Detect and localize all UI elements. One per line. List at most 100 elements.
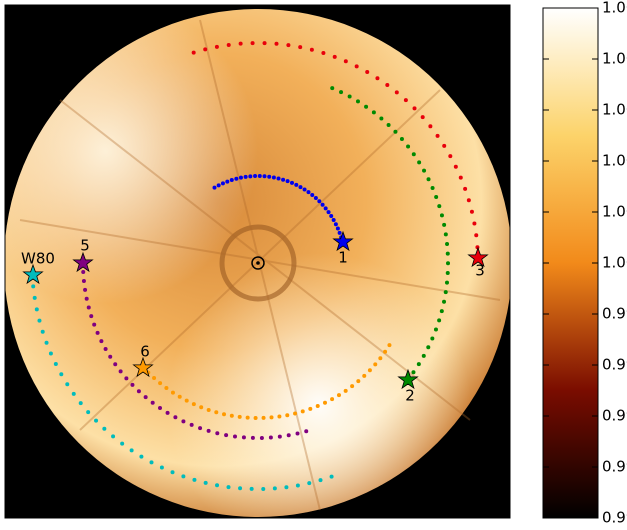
dot [129,448,134,453]
dot [191,50,196,55]
dot [232,434,237,439]
dot [143,395,148,400]
dot [445,270,450,275]
colorbar [542,7,599,519]
dot [226,42,231,47]
dot [426,177,431,182]
dot [224,433,229,438]
dot [421,353,426,358]
dot [371,110,376,115]
dot [320,202,325,207]
dot [268,435,273,440]
dot [103,347,108,352]
dot [111,434,116,439]
dot [285,413,290,418]
dot [406,144,411,149]
center-dot [256,261,260,265]
dot [463,186,468,191]
dot [120,441,125,446]
dot [315,404,320,409]
dot [412,106,417,111]
dot [337,230,342,235]
dot [94,418,99,423]
dot [229,413,234,418]
dot [199,405,204,410]
star-label: 1 [338,249,348,267]
dot [59,372,64,377]
dot [48,351,53,356]
dot [238,175,243,180]
dot [295,483,300,488]
dot [428,124,433,129]
dot [238,486,243,491]
dot [453,164,458,169]
dot [289,180,294,185]
dot [124,376,129,381]
dot [387,343,392,348]
dot [442,299,447,304]
dot [393,129,398,134]
dot [245,415,250,420]
dot [417,160,422,165]
dot [323,206,328,211]
dot [40,329,45,334]
dot [445,251,450,256]
dot [433,327,438,332]
dot [362,373,367,378]
dot [386,122,391,127]
dot [261,415,266,420]
dot [466,198,471,203]
dot [442,222,447,227]
dot [267,174,272,179]
dot [385,83,390,88]
star-label: 3 [475,262,485,280]
dot [158,405,163,410]
dot [83,287,88,292]
dot [294,182,299,187]
dot [331,218,336,223]
dot [149,460,154,465]
dot [164,386,169,391]
dot [298,185,303,190]
dot [426,345,431,350]
dot [241,435,246,440]
dot [443,290,448,295]
star [22,263,44,285]
dot [309,47,314,52]
dot [469,209,474,214]
dot [206,407,211,412]
dot [139,454,144,459]
dot [281,177,286,182]
dot [177,394,182,399]
dot [365,70,370,75]
dot [435,133,440,138]
dot [422,168,427,173]
dot [285,179,290,184]
dot [53,362,58,367]
dot [411,370,416,375]
dot [437,204,442,209]
colorbar-tick-label: 1.001 [602,203,627,221]
colorbar-tick-label: 0.999 [602,305,627,323]
dot [237,414,242,419]
star [332,230,354,252]
dot [339,90,344,95]
dot [442,143,447,148]
dot [399,136,404,141]
dot [420,115,425,120]
dot [272,486,277,491]
dot [445,261,450,266]
dot [439,309,444,314]
dot [84,296,89,301]
dot [333,222,338,227]
dot [181,474,186,479]
dot [34,307,39,312]
star-label: 6 [140,343,150,361]
dot [295,431,300,436]
dot [102,426,107,431]
dot [81,269,86,274]
dot [293,411,298,416]
dot [329,474,334,479]
dot [152,375,157,380]
dot [215,431,220,436]
